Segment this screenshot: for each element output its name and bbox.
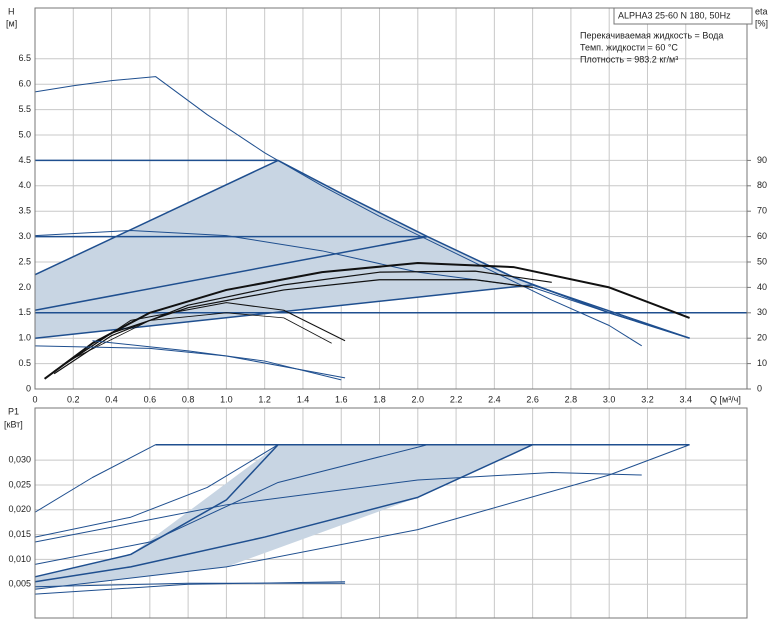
y2-tick-label: 70 xyxy=(757,206,767,216)
x-tick-label: 0.2 xyxy=(67,394,80,404)
plot-frame xyxy=(34,407,748,619)
x-tick-label: 3.4 xyxy=(679,394,692,404)
y-tick-label: 1.5 xyxy=(18,307,31,317)
curve xyxy=(34,444,279,538)
x-tick-label: 1.8 xyxy=(373,394,386,404)
curve xyxy=(53,302,346,372)
curve xyxy=(34,581,346,595)
operating-area xyxy=(35,160,533,339)
y-tick-label: 6.5 xyxy=(18,53,31,63)
y-axis-unit: [кВт] xyxy=(4,419,23,429)
curve xyxy=(34,235,428,311)
curve xyxy=(34,444,690,590)
y-tick-label: 4.5 xyxy=(18,155,31,165)
curve xyxy=(34,444,428,565)
y-tick-label: 6.0 xyxy=(18,79,31,89)
y2-tick-label: 20 xyxy=(757,333,767,343)
y-axis-label: H xyxy=(8,6,15,16)
x-axis-label: Q [м³/ч] xyxy=(710,394,741,404)
curve xyxy=(34,159,279,276)
y-tick-label: 3.0 xyxy=(18,231,31,241)
plot-frame xyxy=(34,7,748,390)
curve xyxy=(34,444,279,578)
annotation: Темп. жидкости = 60 °C xyxy=(580,42,678,52)
y-tick-label: 3.5 xyxy=(18,206,31,216)
y-tick-label: 0,015 xyxy=(8,529,31,539)
x-tick-label: 0.8 xyxy=(182,394,195,404)
annotation: Перекачиваемая жидкость = Вода xyxy=(580,30,723,40)
y2-tick-label: 10 xyxy=(757,358,767,368)
y2-tick-label: 30 xyxy=(757,307,767,317)
y-tick-label: 5.5 xyxy=(18,104,31,114)
x-tick-label: 3.0 xyxy=(603,394,616,404)
y-tick-label: 4.0 xyxy=(18,180,31,190)
x-tick-label: 1.0 xyxy=(220,394,233,404)
x-tick-label: 1.2 xyxy=(258,394,271,404)
curve xyxy=(34,472,642,543)
x-tick-label: 1.6 xyxy=(335,394,348,404)
y-tick-label: 0 xyxy=(26,383,31,393)
y-tick-label: 0,010 xyxy=(8,554,31,564)
legend-box xyxy=(613,7,753,25)
curve xyxy=(34,76,642,347)
curve xyxy=(34,345,346,379)
y2-tick-label: 50 xyxy=(757,256,767,266)
x-tick-label: 2.6 xyxy=(526,394,539,404)
y2-axis-label: eta xyxy=(755,6,768,16)
y-tick-label: 2.0 xyxy=(18,282,31,292)
x-tick-label: 1.4 xyxy=(297,394,310,404)
x-tick-label: 0.4 xyxy=(105,394,118,404)
curve xyxy=(34,444,156,513)
x-tick-label: 2.2 xyxy=(450,394,463,404)
y-axis-label: P1 xyxy=(8,406,19,416)
x-tick-label: 2.4 xyxy=(488,394,501,404)
y2-tick-label: 60 xyxy=(757,231,767,241)
y-tick-label: 0,005 xyxy=(8,579,31,589)
curve xyxy=(92,340,342,381)
y-tick-label: 2.5 xyxy=(18,256,31,266)
curve xyxy=(34,444,533,583)
legend-text: ALPHA3 25-60 N 180, 50Hz xyxy=(618,10,731,20)
y-tick-label: 1.0 xyxy=(18,333,31,343)
y-axis-unit: [м] xyxy=(6,18,17,28)
x-tick-label: 0.6 xyxy=(144,394,157,404)
curve xyxy=(53,270,552,375)
curve xyxy=(34,582,346,588)
y-tick-label: 0,020 xyxy=(8,504,31,514)
y-tick-label: 0,030 xyxy=(8,455,31,465)
annotation: Плотность = 983.2 кг/м³ xyxy=(580,54,678,64)
curve xyxy=(34,284,690,339)
y2-tick-label: 0 xyxy=(757,383,762,393)
curve xyxy=(34,230,690,339)
y2-axis-unit: [%] xyxy=(755,18,768,28)
y-tick-label: 5.0 xyxy=(18,129,31,139)
y2-tick-label: 90 xyxy=(757,155,767,165)
y2-tick-label: 80 xyxy=(757,180,767,190)
x-tick-label: 0 xyxy=(32,394,37,404)
x-tick-label: 3.2 xyxy=(641,394,654,404)
curve xyxy=(73,312,332,359)
y2-tick-label: 40 xyxy=(757,282,767,292)
x-tick-label: 2.8 xyxy=(565,394,578,404)
y-tick-label: 0,025 xyxy=(8,479,31,489)
x-tick-label: 2.0 xyxy=(412,394,425,404)
y-tick-label: 0.5 xyxy=(18,358,31,368)
